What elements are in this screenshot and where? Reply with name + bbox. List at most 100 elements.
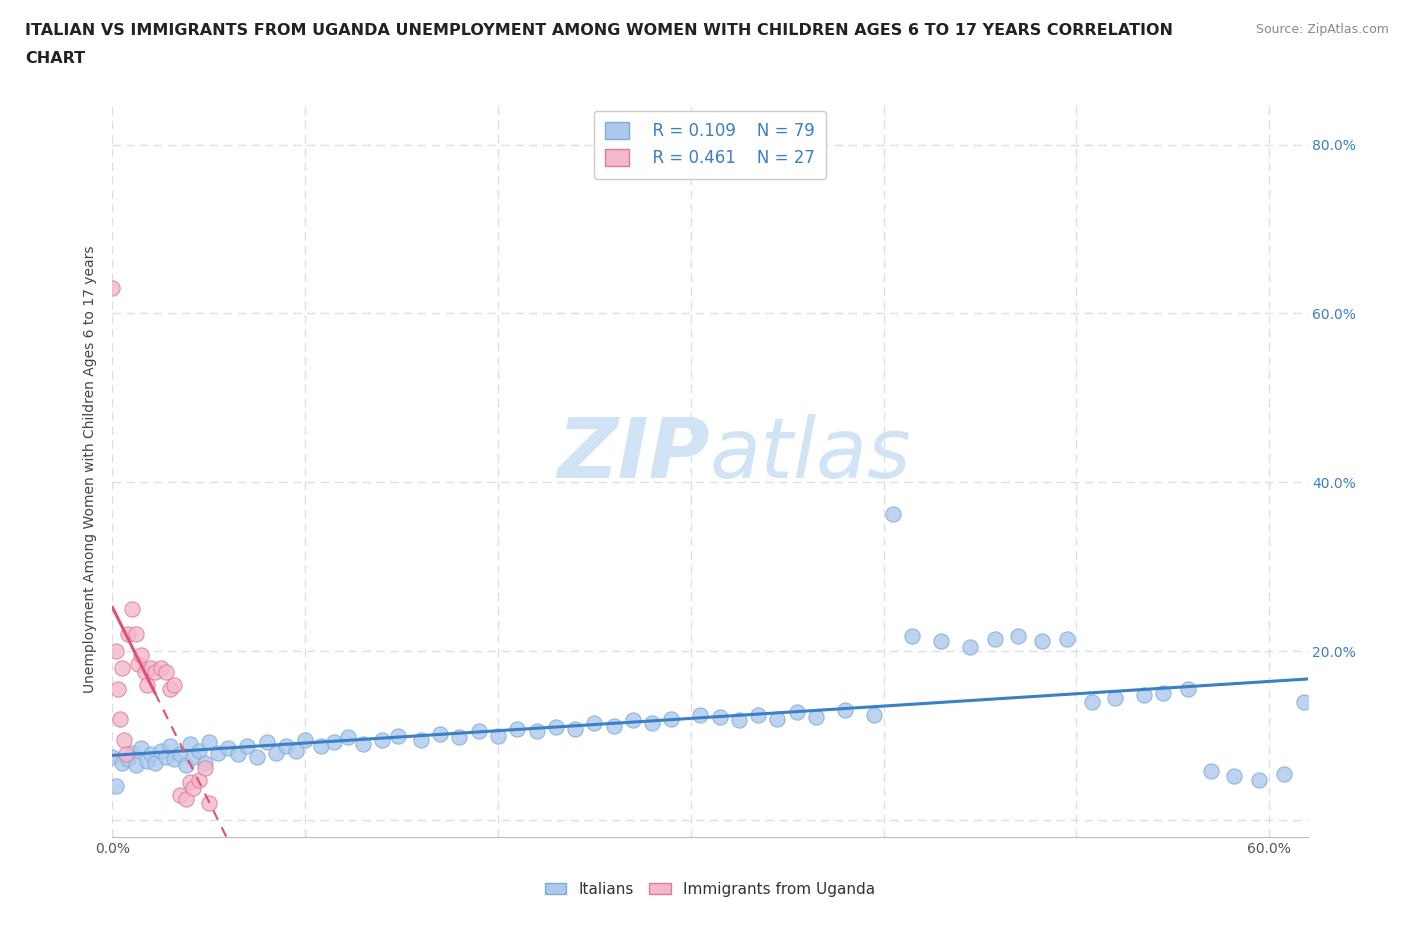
Point: [159, 682, 181, 697]
Point: [882, 507, 904, 522]
Point: [101, 281, 124, 296]
Point: [834, 703, 856, 718]
Point: [1177, 682, 1199, 697]
Point: [786, 705, 808, 720]
Point: [728, 713, 751, 728]
Point: [226, 747, 249, 762]
Point: [1031, 633, 1053, 648]
Point: [101, 750, 124, 764]
Point: [747, 707, 769, 722]
Point: [131, 741, 153, 756]
Point: [336, 730, 359, 745]
Point: [117, 627, 139, 642]
Point: [371, 733, 394, 748]
Text: Source: ZipAtlas.com: Source: ZipAtlas.com: [1256, 23, 1389, 36]
Point: [387, 728, 409, 743]
Point: [429, 726, 451, 741]
Point: [266, 745, 288, 760]
Point: [1249, 772, 1271, 787]
Point: [1104, 690, 1126, 705]
Point: [174, 758, 197, 773]
Point: [766, 711, 789, 726]
Point: [179, 737, 201, 751]
Text: ZIP: ZIP: [557, 415, 710, 496]
Point: [149, 660, 172, 675]
Point: [217, 741, 239, 756]
Text: CHART: CHART: [25, 51, 86, 66]
Point: [207, 745, 229, 760]
Point: [117, 751, 139, 766]
Point: [139, 747, 162, 762]
Point: [1199, 764, 1222, 778]
Point: [236, 738, 259, 753]
Point: [1223, 769, 1246, 784]
Point: [641, 715, 664, 730]
Point: [169, 788, 191, 803]
Point: [163, 751, 186, 766]
Point: [246, 750, 269, 764]
Point: [136, 678, 159, 693]
Point: [1132, 687, 1154, 702]
Point: [169, 747, 191, 762]
Point: [107, 682, 129, 697]
Point: [323, 735, 346, 750]
Point: [931, 633, 953, 648]
Point: [111, 660, 134, 675]
Point: [583, 715, 606, 730]
Point: [256, 735, 278, 750]
Point: [294, 733, 316, 748]
Point: [309, 738, 332, 753]
Point: [194, 761, 217, 776]
Y-axis label: Unemployment Among Women with Children Ages 6 to 17 years: Unemployment Among Women with Children A…: [83, 246, 97, 694]
Point: [108, 711, 131, 726]
Point: [163, 678, 186, 693]
Point: [159, 738, 181, 753]
Point: [174, 791, 197, 806]
Point: [105, 644, 128, 658]
Point: [179, 775, 201, 790]
Point: [115, 747, 138, 762]
Point: [901, 629, 924, 644]
Point: [155, 750, 177, 764]
Point: [526, 724, 548, 738]
Point: [127, 657, 149, 671]
Point: [486, 728, 509, 743]
Text: ITALIAN VS IMMIGRANTS FROM UGANDA UNEMPLOYMENT AMONG WOMEN WITH CHILDREN AGES 6 : ITALIAN VS IMMIGRANTS FROM UGANDA UNEMPL…: [25, 23, 1174, 38]
Point: [689, 707, 711, 722]
Point: [124, 627, 146, 642]
Point: [449, 730, 471, 745]
Point: [143, 665, 166, 680]
Point: [352, 737, 374, 751]
Point: [155, 665, 177, 680]
Point: [1306, 673, 1329, 688]
Point: [602, 718, 624, 733]
Point: [143, 755, 166, 770]
Point: [863, 707, 886, 722]
Point: [183, 750, 205, 764]
Point: [1056, 631, 1078, 646]
Point: [188, 772, 211, 787]
Point: [111, 755, 134, 770]
Point: [544, 720, 567, 735]
Point: [1274, 766, 1296, 781]
Point: [131, 648, 153, 663]
Point: [804, 710, 827, 724]
Point: [284, 743, 307, 758]
Point: [1007, 629, 1029, 644]
Text: atlas: atlas: [710, 415, 911, 496]
Point: [467, 724, 489, 738]
Point: [121, 602, 143, 617]
Point: [506, 722, 529, 737]
Point: [661, 711, 683, 726]
Point: [124, 758, 146, 773]
Point: [121, 745, 143, 760]
Point: [959, 640, 981, 655]
Point: [274, 738, 297, 753]
Point: [134, 665, 156, 680]
Point: [105, 779, 128, 794]
Point: [198, 735, 221, 750]
Point: [1292, 695, 1315, 710]
Point: [198, 796, 221, 811]
Point: [984, 631, 1007, 646]
Point: [139, 660, 162, 675]
